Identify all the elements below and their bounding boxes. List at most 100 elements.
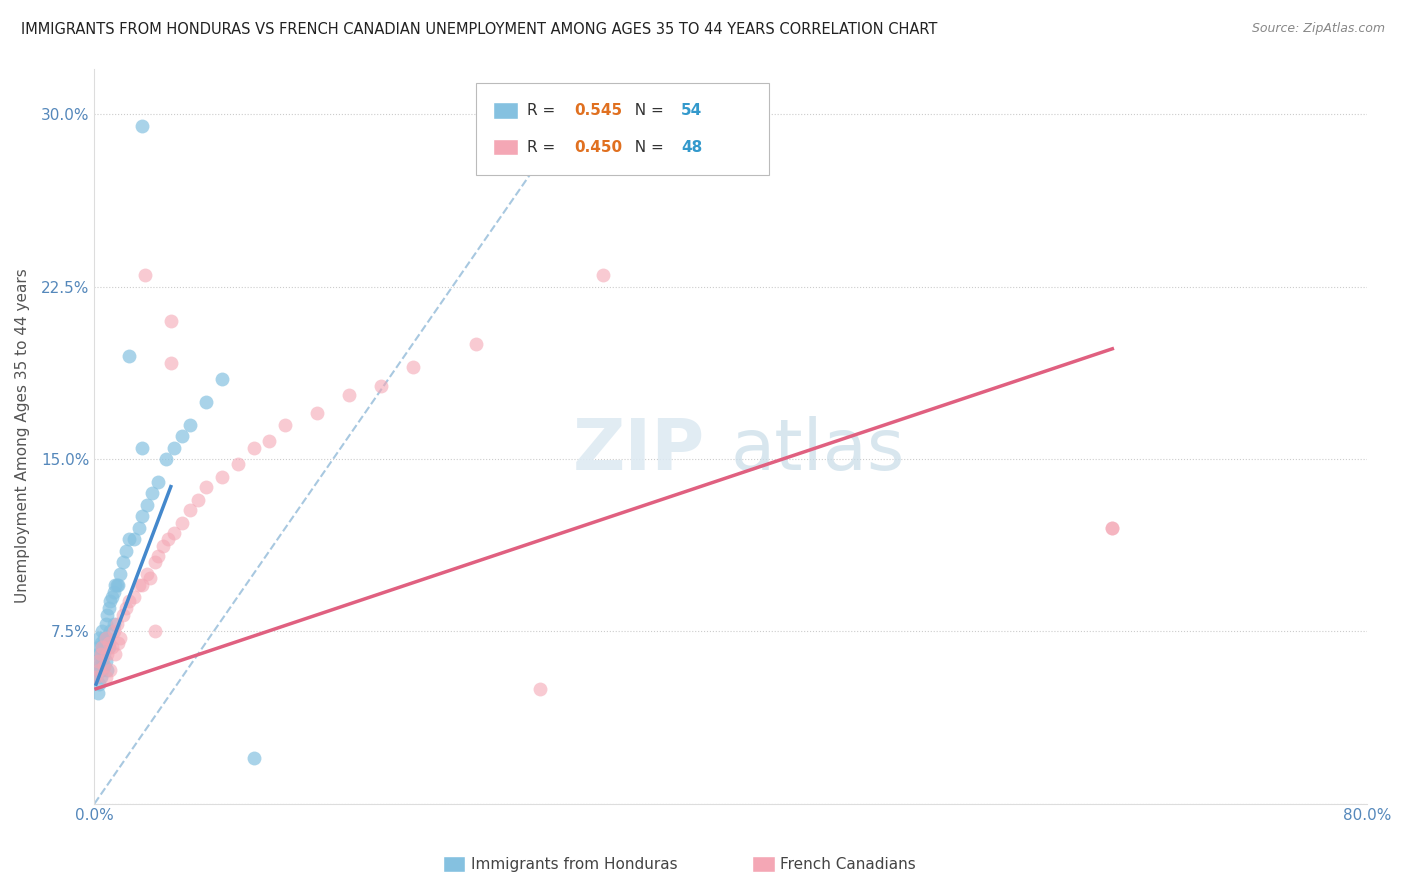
- Point: [89, 664, 111, 678]
- Point: [118, 594, 141, 608]
- Text: 54: 54: [681, 103, 702, 118]
- Point: [107, 636, 129, 650]
- Point: [122, 590, 145, 604]
- Point: [94, 631, 117, 645]
- Point: [103, 624, 125, 639]
- Point: [143, 624, 166, 639]
- Point: [1101, 521, 1123, 535]
- Point: [89, 640, 111, 655]
- Point: [104, 578, 127, 592]
- Point: [96, 664, 118, 678]
- Point: [139, 572, 162, 586]
- Point: [242, 441, 264, 455]
- Point: [84, 670, 107, 684]
- Point: [187, 493, 209, 508]
- Text: N =: N =: [626, 140, 669, 154]
- Text: 0.545: 0.545: [574, 103, 623, 118]
- Point: [115, 601, 138, 615]
- Point: [163, 525, 186, 540]
- FancyBboxPatch shape: [492, 103, 519, 119]
- Point: [86, 648, 108, 662]
- Point: [105, 578, 128, 592]
- Text: R =: R =: [527, 103, 560, 118]
- FancyBboxPatch shape: [492, 139, 519, 155]
- Point: [93, 631, 115, 645]
- Point: [131, 509, 153, 524]
- Point: [91, 664, 114, 678]
- Point: [307, 406, 329, 420]
- Point: [101, 590, 124, 604]
- Point: [96, 608, 118, 623]
- Point: [155, 452, 177, 467]
- Point: [100, 594, 122, 608]
- Point: [91, 624, 114, 639]
- Point: [146, 549, 169, 563]
- Point: [211, 470, 233, 484]
- Text: N =: N =: [626, 103, 669, 118]
- Point: [89, 631, 111, 645]
- Point: [118, 349, 141, 363]
- Point: [163, 441, 186, 455]
- Point: [105, 617, 128, 632]
- Point: [103, 617, 125, 632]
- Point: [86, 664, 108, 678]
- Point: [108, 566, 131, 581]
- Point: [179, 417, 201, 432]
- Point: [101, 640, 124, 655]
- Point: [179, 502, 201, 516]
- FancyBboxPatch shape: [477, 83, 769, 175]
- Point: [90, 670, 112, 684]
- Point: [96, 631, 118, 645]
- Point: [91, 654, 114, 668]
- Point: [94, 670, 117, 684]
- Point: [91, 640, 114, 655]
- Point: [159, 314, 181, 328]
- Point: [97, 636, 120, 650]
- Text: 0.450: 0.450: [574, 140, 623, 154]
- Point: [131, 441, 153, 455]
- Point: [93, 658, 115, 673]
- Point: [108, 631, 131, 645]
- Point: [152, 539, 174, 553]
- Point: [128, 578, 150, 592]
- Point: [274, 417, 297, 432]
- Point: [211, 371, 233, 385]
- Point: [141, 486, 163, 500]
- Point: [89, 677, 111, 691]
- Point: [90, 636, 112, 650]
- Point: [1101, 521, 1123, 535]
- Point: [94, 654, 117, 668]
- Point: [112, 608, 135, 623]
- Point: [103, 585, 125, 599]
- Point: [146, 475, 169, 489]
- Point: [86, 686, 108, 700]
- Point: [84, 654, 107, 668]
- Point: [100, 624, 122, 639]
- Point: [136, 566, 159, 581]
- Point: [156, 533, 179, 547]
- Point: [100, 664, 122, 678]
- Point: [112, 556, 135, 570]
- Point: [465, 337, 488, 351]
- Point: [170, 516, 193, 531]
- Point: [94, 617, 117, 632]
- Point: [592, 268, 614, 283]
- Point: [122, 533, 145, 547]
- Point: [134, 268, 156, 283]
- Point: [94, 640, 117, 655]
- Point: [143, 556, 166, 570]
- Point: [159, 355, 181, 369]
- Point: [90, 648, 112, 662]
- Point: [97, 601, 120, 615]
- Point: [104, 648, 127, 662]
- Point: [93, 648, 115, 662]
- Point: [93, 658, 115, 673]
- Y-axis label: Unemployment Among Ages 35 to 44 years: Unemployment Among Ages 35 to 44 years: [15, 268, 30, 604]
- Text: R =: R =: [527, 140, 560, 154]
- Point: [90, 664, 112, 678]
- Point: [131, 578, 153, 592]
- Point: [84, 670, 107, 684]
- Point: [118, 533, 141, 547]
- Point: [131, 119, 153, 133]
- Point: [242, 750, 264, 764]
